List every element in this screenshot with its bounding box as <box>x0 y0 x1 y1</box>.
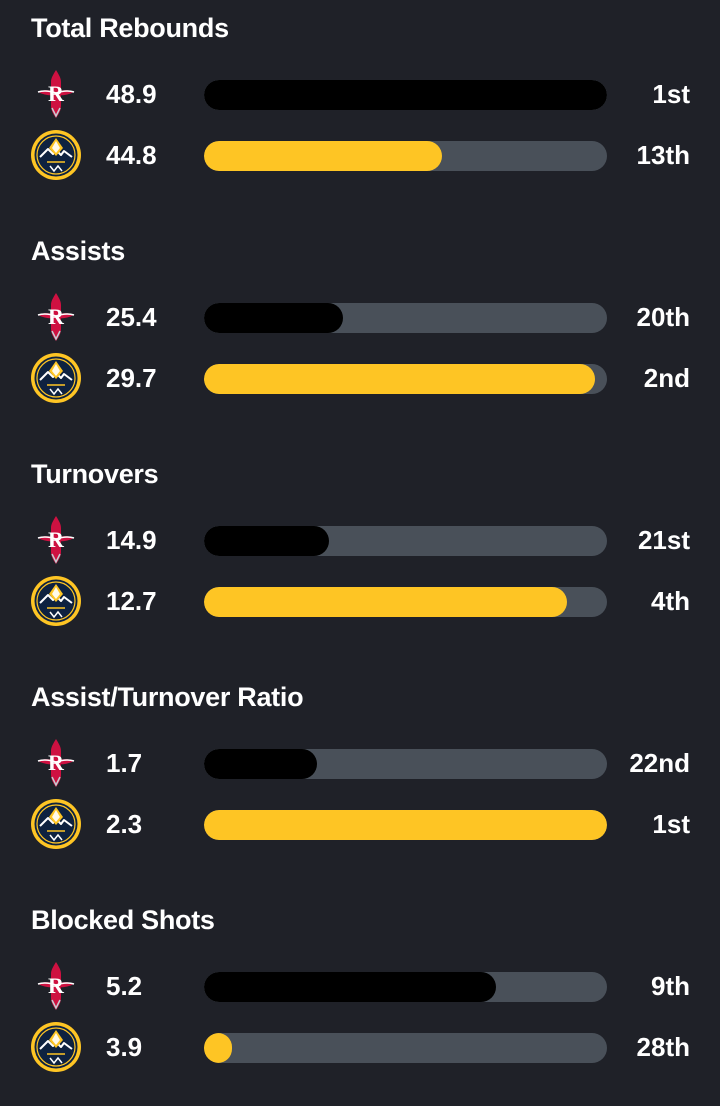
rockets-stat-bar <box>204 749 607 779</box>
nuggets-stat-rank: 4th <box>651 586 690 616</box>
rockets-logo-icon: R <box>30 960 82 1012</box>
nuggets-logo-icon <box>30 575 82 627</box>
rockets-stat-row: R 25.4 20th <box>0 291 720 351</box>
svg-text:R: R <box>48 527 65 552</box>
rockets-stat-bar-fill <box>204 80 607 110</box>
svg-text:R: R <box>48 973 65 998</box>
nuggets-stat-value: 12.7 <box>106 586 157 616</box>
rockets-stat-bar-fill <box>204 972 497 1002</box>
nuggets-stat-bar-fill <box>204 141 442 171</box>
rockets-stat-row: R 5.2 9th <box>0 960 720 1020</box>
rockets-logo-icon: R <box>30 291 82 343</box>
nuggets-stat-row: 3.9 28th <box>0 1021 720 1081</box>
nuggets-stat-row: 2.3 1st <box>0 798 720 858</box>
rockets-stat-value: 48.9 <box>106 79 157 109</box>
nuggets-stat-bar <box>204 1033 607 1063</box>
rockets-stat-value: 1.7 <box>106 748 143 778</box>
rockets-stat-bar-fill <box>204 749 317 779</box>
stat-title: Assist/Turnover Ratio <box>31 682 304 712</box>
stat-title: Assists <box>31 236 125 266</box>
nuggets-logo-icon <box>30 1021 82 1073</box>
rockets-stat-bar-fill <box>204 526 329 556</box>
nuggets-stat-value: 29.7 <box>106 363 157 393</box>
rockets-stat-value: 5.2 <box>106 971 143 1001</box>
rockets-stat-row: R 48.9 1st <box>0 68 720 128</box>
rockets-stat-value: 14.9 <box>106 525 157 555</box>
nuggets-stat-bar-fill <box>204 364 595 394</box>
rockets-stat-rank: 21st <box>637 525 690 555</box>
nuggets-stat-bar <box>204 364 607 394</box>
rockets-logo-icon: R <box>30 514 82 566</box>
rockets-stat-rank: 1st <box>652 79 690 109</box>
nuggets-stat-rank: 28th <box>636 1032 690 1062</box>
svg-text:R: R <box>48 81 65 106</box>
nuggets-stat-value: 2.3 <box>106 809 143 839</box>
nuggets-stat-bar-fill <box>204 1033 233 1063</box>
nuggets-stat-bar <box>204 587 607 617</box>
rockets-stat-rank: 20th <box>636 302 690 332</box>
nuggets-stat-bar-fill <box>204 587 567 617</box>
nuggets-stat-bar-fill <box>204 810 607 840</box>
nuggets-stat-rank: 13th <box>636 140 690 170</box>
rockets-logo-icon: R <box>30 68 82 120</box>
stat-title: Turnovers <box>31 459 159 489</box>
nuggets-stat-rank: 2nd <box>643 363 690 393</box>
nuggets-logo-icon <box>30 129 82 181</box>
nuggets-stat-row: 12.7 4th <box>0 575 720 635</box>
rockets-stat-row: R 14.9 21st <box>0 514 720 574</box>
rockets-stat-bar <box>204 80 607 110</box>
rockets-stat-value: 25.4 <box>106 302 157 332</box>
rockets-stat-rank: 9th <box>651 971 690 1001</box>
rockets-stat-bar <box>204 972 607 1002</box>
rockets-stat-rank: 22nd <box>629 748 690 778</box>
rockets-logo-icon: R <box>30 737 82 789</box>
stat-title: Total Rebounds <box>31 13 229 43</box>
nuggets-stat-row: 44.8 13th <box>0 129 720 189</box>
nuggets-stat-value: 3.9 <box>106 1032 143 1062</box>
rockets-stat-bar <box>204 526 607 556</box>
nuggets-stat-value: 44.8 <box>106 140 157 170</box>
nuggets-stat-row: 29.7 2nd <box>0 352 720 412</box>
nuggets-stat-bar <box>204 141 607 171</box>
stat-title: Blocked Shots <box>31 905 215 935</box>
nuggets-logo-icon <box>30 352 82 404</box>
svg-text:R: R <box>48 750 65 775</box>
nuggets-stat-bar <box>204 810 607 840</box>
nuggets-stat-rank: 1st <box>652 809 690 839</box>
rockets-stat-bar-fill <box>204 303 344 333</box>
svg-text:R: R <box>48 304 65 329</box>
rockets-stat-bar <box>204 303 607 333</box>
rockets-stat-row: R 1.7 22nd <box>0 737 720 797</box>
nuggets-logo-icon <box>30 798 82 850</box>
